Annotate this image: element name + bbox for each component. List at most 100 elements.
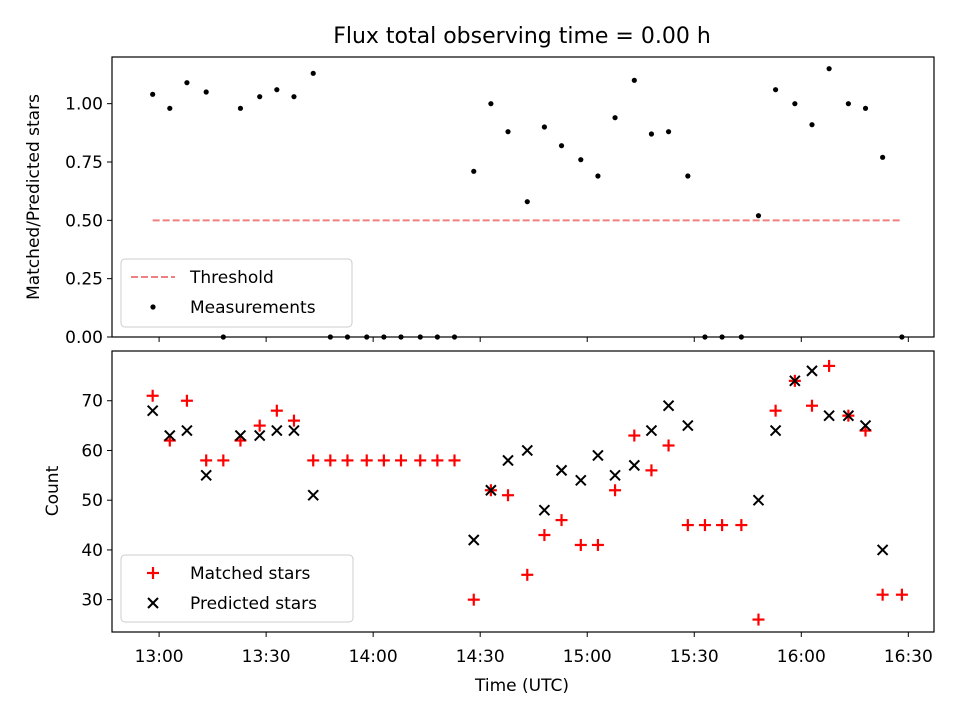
matched-star-point: [253, 419, 266, 432]
measurement-point: [257, 94, 263, 100]
predicted-star-point: [146, 404, 159, 417]
measurement-point: [826, 66, 832, 72]
predicted-star-point: [752, 494, 765, 506]
matched-star-point: [823, 359, 836, 372]
measurement-point: [203, 89, 209, 95]
matched-star-point: [394, 454, 407, 467]
legend-matched-swatch: [147, 567, 159, 579]
bottom-axes-frame: [111, 350, 935, 633]
top-y-tick-label: 0.25: [65, 270, 103, 290]
predicted-star-point: [823, 409, 835, 422]
matched-star-point: [681, 519, 694, 532]
measurement-point: [665, 129, 672, 135]
predicted-star-point: [234, 429, 247, 442]
matched-star-point: [876, 588, 889, 601]
matched-star-point: [217, 454, 230, 467]
measurement-point: [809, 122, 815, 128]
measurement-point: [150, 91, 156, 97]
matched-star-point: [521, 568, 534, 581]
predicted-star-point: [789, 375, 801, 387]
predicted-marker-b: [146, 404, 159, 417]
measurement-point: [237, 105, 244, 111]
x-axis-label: Time (UTC): [474, 676, 569, 696]
x-tick-label: 15:00: [563, 647, 612, 667]
predicted-marker-b: [502, 454, 514, 467]
measurement-point: [755, 213, 762, 219]
matched-star-point: [360, 454, 373, 467]
matched-star-point: [574, 538, 587, 551]
matched-star-point: [431, 454, 444, 467]
matched-star-point: [752, 613, 765, 626]
matched-star-point: [287, 414, 300, 427]
measurement-point: [648, 131, 655, 137]
predicted-star-point: [682, 419, 694, 432]
matched-star-point: [895, 588, 908, 601]
predicted-star-point: [521, 444, 533, 457]
predicted-marker-b: [609, 469, 621, 482]
bottom-legend: Matched stars Predicted stars: [120, 554, 354, 623]
bottom-y-axis-label: Count: [43, 465, 63, 516]
matched-star-point: [769, 404, 782, 417]
predicted-star-point: [271, 424, 283, 437]
predicted-marker-b: [181, 424, 193, 437]
measurement-point: [505, 129, 511, 135]
predicted-marker-b: [253, 429, 266, 442]
measurement-point: [772, 87, 779, 93]
measurement-point: [862, 105, 869, 111]
matched-star-point: [180, 394, 193, 407]
matched-star-point: [502, 489, 515, 502]
predicted-star-point: [575, 474, 587, 487]
measurement-point: [595, 173, 601, 179]
matched-star-point: [805, 399, 818, 412]
predicted-marker-b: [468, 534, 480, 546]
top-plot-area: 0.00 0.25 0.50 0.75 1.00: [65, 66, 909, 348]
predicted-marker-b: [307, 489, 319, 501]
measurement-point: [578, 157, 584, 163]
predicted-marker-b: [682, 419, 694, 432]
x-tick-label: 15:30: [670, 647, 719, 667]
matched-star-point: [200, 454, 213, 467]
predicted-marker-b: [592, 449, 604, 462]
predicted-star-point: [288, 424, 300, 437]
legend-predicted-swatch: [147, 597, 159, 609]
matched-star-point: [307, 454, 320, 467]
x-tick-label: 13:30: [242, 647, 291, 667]
predicted-marker-b: [806, 365, 818, 377]
measurement-point: [685, 173, 691, 179]
top-y-tick-label: 0.75: [65, 153, 103, 173]
measurement-point: [845, 101, 851, 107]
bottom-y-tick-label: 70: [81, 392, 103, 412]
measurement-point: [631, 77, 637, 83]
legend-measurements-swatch: [150, 304, 156, 310]
matched-star-point: [414, 454, 427, 467]
predicted-star-point: [307, 489, 319, 501]
predicted-marker-b: [575, 474, 587, 487]
measurement-point: [488, 101, 494, 107]
predicted-marker-b: [645, 424, 658, 437]
predicted-star-point: [769, 424, 782, 437]
top-axes-frame: [111, 56, 935, 338]
matched-star-point: [555, 514, 568, 527]
matched-star-point: [716, 519, 729, 532]
predicted-marker-b: [859, 419, 872, 432]
x-tick-label: 16:30: [884, 647, 933, 667]
x-tick-label: 14:00: [349, 647, 398, 667]
matched-star-point: [698, 519, 711, 532]
predicted-star-point: [609, 469, 621, 482]
legend-predicted-label: Predicted stars: [190, 594, 317, 614]
predicted-star-point: [628, 459, 641, 472]
bottom-y-tick-label: 50: [81, 491, 103, 511]
predicted-marker-b: [752, 494, 765, 506]
predicted-marker-b: [164, 429, 176, 442]
matched-star-point: [591, 538, 604, 551]
predicted-marker-b: [662, 400, 675, 412]
predicted-star-point: [200, 469, 212, 482]
measurement-point: [184, 80, 190, 86]
measurement-point: [291, 94, 297, 100]
legend-measurements-label: Measurements: [190, 298, 316, 318]
predicted-marker-b: [769, 424, 782, 437]
predicted-marker-b: [200, 469, 212, 482]
matched-star-point: [341, 454, 354, 467]
predicted-marker-b: [628, 459, 641, 472]
top-chart-title: Flux total observing time = 0.00 h: [333, 24, 711, 49]
